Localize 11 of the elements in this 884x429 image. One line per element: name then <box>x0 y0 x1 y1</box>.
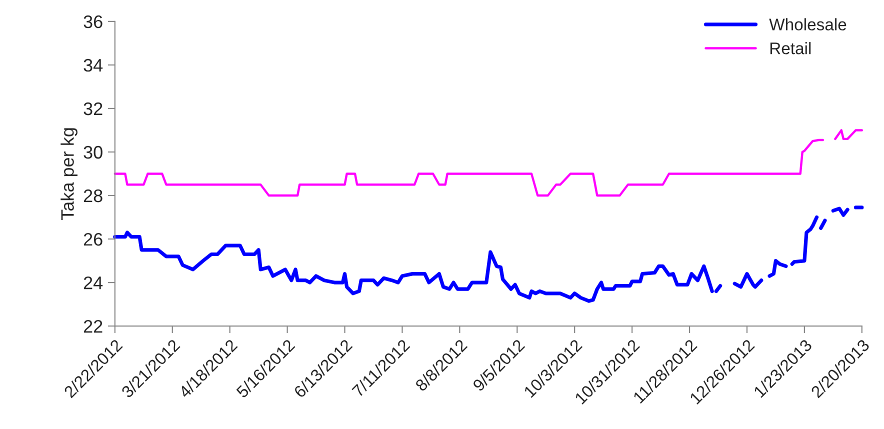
legend-label: Retail <box>770 42 811 54</box>
y-tick-label: 28 <box>84 189 102 202</box>
y-tick-label: 36 <box>84 15 102 28</box>
legend-label: Wholesale <box>769 18 846 30</box>
y-tick-label: 34 <box>84 58 103 72</box>
y-axis-title: Taka per kg <box>60 128 78 220</box>
y-tick-label: 22 <box>84 320 102 333</box>
y-tick-label: 24 <box>84 276 103 290</box>
y-tick-label: 26 <box>84 232 102 246</box>
y-tick-label: 30 <box>84 146 102 159</box>
y-tick-label: 32 <box>84 102 102 116</box>
